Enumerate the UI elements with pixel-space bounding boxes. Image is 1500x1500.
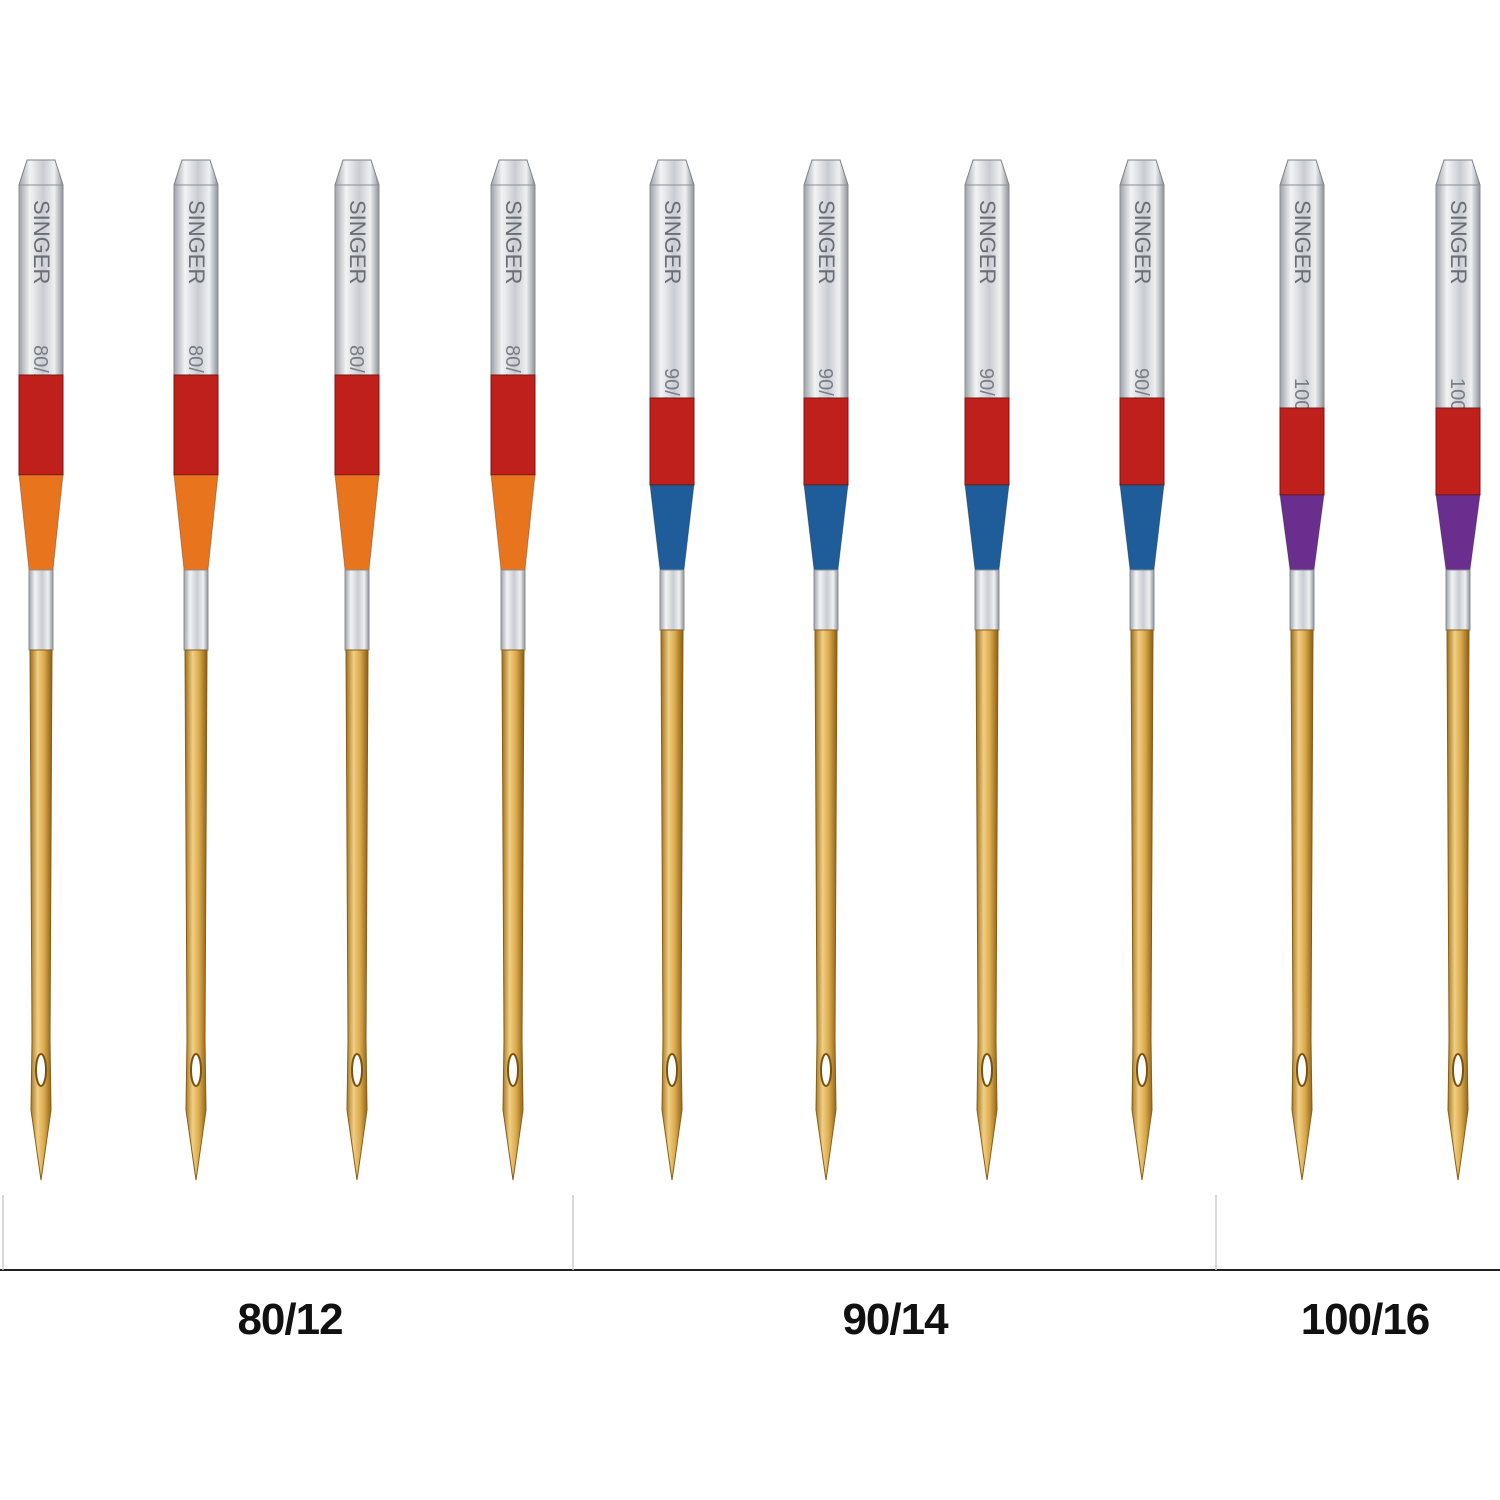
needle-cap <box>803 159 849 186</box>
color-band-primary <box>334 374 380 476</box>
needle-shank <box>1119 184 1165 399</box>
brand-stamp: SINGER <box>184 200 209 284</box>
brand-stamp: SINGER <box>29 200 54 284</box>
color-band-secondary <box>803 484 849 571</box>
needle-shank <box>649 184 695 399</box>
needle-cap <box>1435 159 1481 186</box>
color-band-secondary <box>334 474 380 571</box>
brand-stamp: SINGER <box>975 200 1000 284</box>
needle-eye <box>35 1053 47 1087</box>
needle-neck <box>1445 569 1471 631</box>
needle-blade <box>975 629 999 1181</box>
color-band-primary <box>649 397 695 486</box>
needle-shank <box>803 184 849 399</box>
brand-stamp: SINGER <box>814 200 839 284</box>
brand-stamp: SINGER <box>345 200 370 284</box>
needle-shank <box>334 184 380 376</box>
needle-cap <box>964 159 1010 186</box>
color-band-primary <box>173 374 219 476</box>
color-band-secondary <box>1119 484 1165 571</box>
color-band-secondary <box>1435 494 1481 571</box>
needle-eye <box>1296 1053 1308 1087</box>
color-band-secondary <box>490 474 536 571</box>
needle-neck <box>1289 569 1315 631</box>
needle-eye <box>190 1053 202 1087</box>
needle: SINGER100/16 <box>1435 159 1481 1181</box>
brand-stamp: SINGER <box>1446 200 1471 284</box>
needle-cap <box>649 159 695 186</box>
needle-blade <box>1446 629 1470 1181</box>
needle-eye <box>981 1053 993 1087</box>
brand-stamp: SINGER <box>660 200 685 284</box>
needle-blade <box>1290 629 1314 1181</box>
color-band-secondary <box>173 474 219 571</box>
needle-cap <box>490 159 536 186</box>
color-band-primary <box>1279 407 1325 496</box>
needle-neck <box>183 569 209 651</box>
size-label-100-16: 100/16 <box>1300 1295 1431 1344</box>
color-band-secondary <box>964 484 1010 571</box>
needle-blade <box>29 649 53 1181</box>
needle-neck <box>1129 569 1155 631</box>
color-band-primary <box>803 397 849 486</box>
brand-stamp: SINGER <box>1130 200 1155 284</box>
color-band-primary <box>1435 407 1481 496</box>
needle-eye <box>820 1053 832 1087</box>
brand-stamp: SINGER <box>1290 200 1315 284</box>
needle-neck <box>500 569 526 651</box>
size-label-80-12: 80/12 <box>237 1295 343 1344</box>
needle-eye <box>666 1053 678 1087</box>
color-band-secondary <box>649 484 695 571</box>
needle-eye <box>1452 1053 1464 1087</box>
color-band-primary <box>1119 397 1165 486</box>
needle-eye <box>351 1053 363 1087</box>
needle-cap <box>173 159 219 186</box>
color-band-primary <box>964 397 1010 486</box>
needle-shank <box>18 184 64 376</box>
size-ruler <box>0 1195 1500 1271</box>
needle-cap <box>1279 159 1325 186</box>
needle-eye <box>507 1053 519 1087</box>
needle-neck <box>28 569 54 651</box>
needle-blade <box>814 629 838 1181</box>
needle-neck <box>659 569 685 631</box>
needle-shank <box>964 184 1010 399</box>
needle-cap <box>18 159 64 186</box>
needle-neck <box>344 569 370 651</box>
needle: SINGER100/16 <box>1279 159 1325 1181</box>
color-band-secondary <box>1279 494 1325 571</box>
size-label-90-14: 90/14 <box>842 1295 948 1344</box>
needle-blade <box>184 649 208 1181</box>
needle-neck <box>974 569 1000 631</box>
needle-neck <box>813 569 839 631</box>
needle-shank <box>1279 184 1325 409</box>
color-band-primary <box>490 374 536 476</box>
color-band-primary <box>18 374 64 476</box>
needle-blade <box>1130 629 1154 1181</box>
color-band-secondary <box>18 474 64 571</box>
needle-blade <box>345 649 369 1181</box>
needle-cap <box>1119 159 1165 186</box>
needle-eye <box>1136 1053 1148 1087</box>
needle-shank <box>1435 184 1481 409</box>
brand-stamp: SINGER <box>501 200 526 284</box>
needle-cap <box>334 159 380 186</box>
needle-blade <box>501 649 525 1181</box>
needle-shank <box>490 184 536 376</box>
needle-blade <box>660 629 684 1181</box>
